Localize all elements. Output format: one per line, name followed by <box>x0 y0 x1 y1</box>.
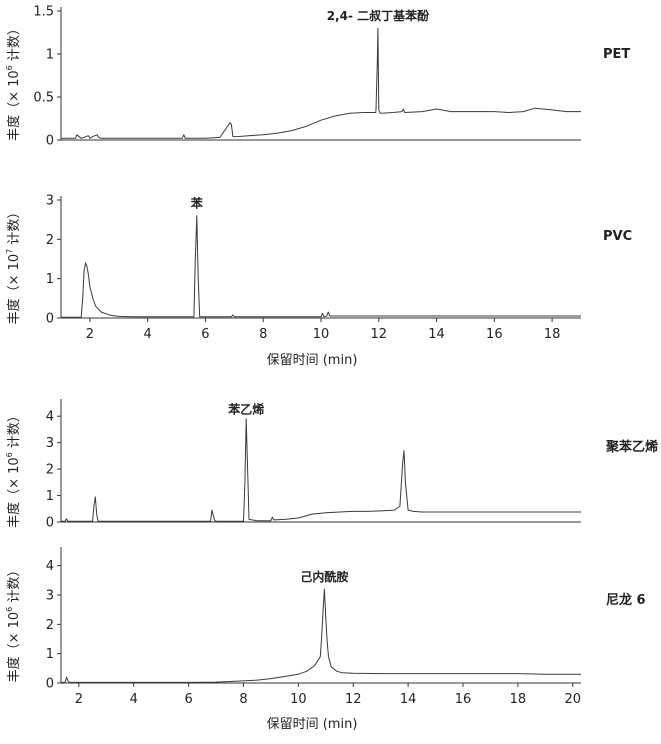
y-axis-label-tail: 计数） <box>7 564 22 607</box>
x-tick-label: 14 <box>428 327 445 342</box>
y-tick-label: 0 <box>46 516 54 531</box>
chromatogram-trace <box>61 27 581 139</box>
x-tick-label: 14 <box>400 692 417 707</box>
x-tick-label: 12 <box>345 692 362 707</box>
y-axis-label-main: 丰度（× 10 <box>6 254 22 325</box>
y-tick-label: 3 <box>46 589 54 604</box>
x-tick-label: 4 <box>144 327 152 342</box>
chromatogram-trace <box>61 215 581 318</box>
y-tick-label: 1 <box>46 489 54 504</box>
y-axis-label-exponent: 6 <box>5 65 14 70</box>
x-tick-label: 6 <box>184 692 192 707</box>
polymer-label: PVC <box>603 229 632 244</box>
y-axis-label-tail: 计数） <box>7 206 22 249</box>
y-tick-label: 3 <box>46 194 54 209</box>
y-tick-label: 0 <box>46 677 54 692</box>
x-tick-label: 16 <box>455 692 472 707</box>
y-axis-label-exponent: 6 <box>5 452 14 457</box>
x-tick-label: 4 <box>130 692 138 707</box>
x-tick-label: 2 <box>75 692 83 707</box>
x-tick-label: 18 <box>544 327 561 342</box>
y-axis-label-exponent: 6 <box>5 607 14 612</box>
panel-0: 0 0.5 1 1.5 丰度（× 106 计数） PET 2,4- 二叔丁基苯酚 <box>5 5 630 149</box>
x-tick-label: 10 <box>313 327 330 342</box>
y-tick-label: 0 <box>46 312 54 327</box>
x-tick-label: 8 <box>239 692 247 707</box>
chromatogram-trace <box>61 418 581 522</box>
y-tick-label: 1 <box>46 48 54 63</box>
y-tick-label: 1 <box>46 272 54 287</box>
y-axis-label-main: 丰度（× 10 <box>6 612 22 683</box>
y-axis-label: 丰度（× 106 计数） <box>5 564 22 683</box>
y-axis-label-tail: 计数） <box>7 409 22 452</box>
y-tick-label: 0 <box>46 134 54 149</box>
y-tick-label: 4 <box>46 410 54 425</box>
x-tick-label: 2 <box>86 327 94 342</box>
x-tick-label: 6 <box>201 327 209 342</box>
y-tick-label: 3 <box>46 436 54 451</box>
y-tick-label: 1.5 <box>33 5 54 20</box>
y-axis-label-tail: 计数） <box>7 22 22 65</box>
panel-2: 0 1 2 3 4 丰度（× 106 计数） 聚苯乙烯 苯乙烯 <box>5 399 658 531</box>
x-tick-label: 20 <box>564 692 581 707</box>
x-tick-label: 16 <box>486 327 503 342</box>
x-tick-label: 12 <box>371 327 388 342</box>
y-axis-label-main: 丰度（× 10 <box>6 457 22 528</box>
y-tick-label: 0.5 <box>33 91 54 106</box>
x-tick-label: 18 <box>510 692 527 707</box>
chromatogram-trace <box>61 588 581 683</box>
x-tick-label: 8 <box>259 327 267 342</box>
y-tick-label: 2 <box>46 618 54 633</box>
y-axis-label-main: 丰度（× 10 <box>6 70 22 141</box>
x-axis-label: 保留时间 (min) <box>267 353 358 368</box>
peak-label: 苯 <box>190 196 204 211</box>
x-tick-label: 10 <box>290 692 307 707</box>
peak-label: 2,4- 二叔丁基苯酚 <box>327 8 430 23</box>
y-axis-label-exponent: 7 <box>5 249 14 254</box>
y-axis-label: 丰度（× 106 计数） <box>5 409 22 528</box>
y-tick-label: 1 <box>46 647 54 662</box>
peak-label: 苯乙烯 <box>227 402 264 417</box>
x-axis-label: 保留时间 (min) <box>267 717 358 732</box>
peak-label: 己内酰胺 <box>300 569 348 584</box>
y-tick-label: 2 <box>46 463 54 478</box>
y-axis-label: 丰度（× 106 计数） <box>5 22 22 141</box>
polymer-label: 聚苯乙烯 <box>605 439 658 455</box>
polymer-label: 尼龙 6 <box>606 592 646 608</box>
polymer-label: PET <box>603 47 630 62</box>
y-tick-label: 2 <box>46 233 54 248</box>
y-axis-label: 丰度（× 107 计数） <box>5 206 22 325</box>
y-tick-label: 4 <box>46 559 54 574</box>
